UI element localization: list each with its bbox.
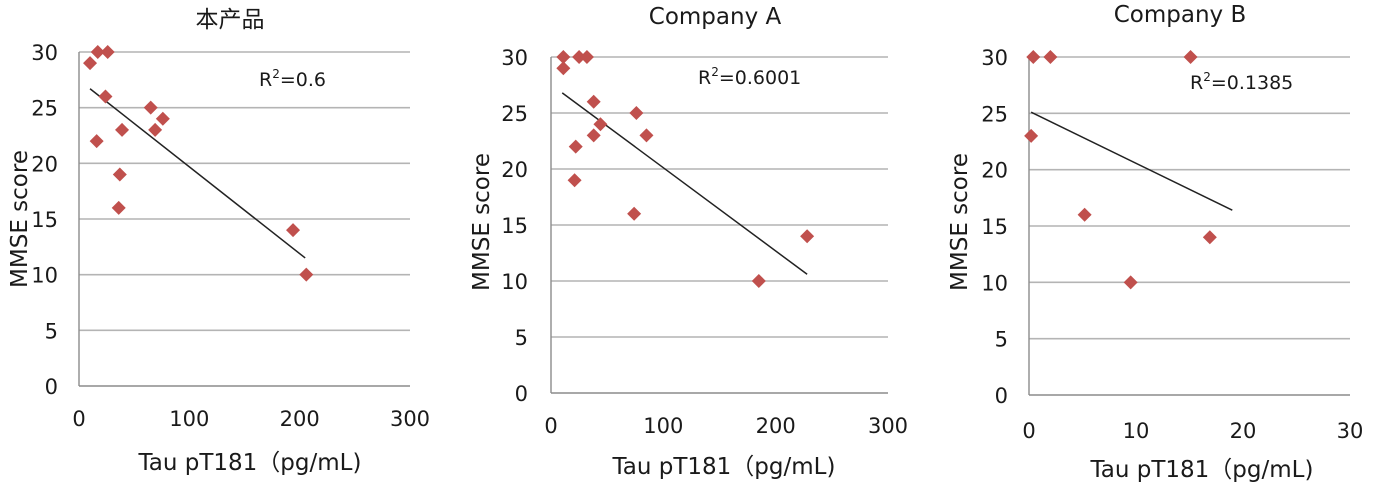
r-squared-label: R2=0.1385 (1190, 70, 1293, 94)
y-tick-label: 15 (31, 208, 58, 232)
x-axis-label: Tau pT181（pg/mL) (1090, 457, 1314, 483)
scatter-chart-company-b: 0 5 10 15 20 25 30 0 10 20 30 Company B R2=0.1385 Tau… (947, 2, 1364, 483)
x-tick-label: 100 (643, 414, 683, 438)
y-tick-label: 0 (515, 382, 528, 406)
data-point-marker (83, 56, 98, 71)
y-tick-label: 15 (501, 214, 528, 238)
data-point-marker (572, 50, 587, 64)
y-tick-label: 10 (31, 264, 58, 288)
data-point-marker (639, 128, 654, 143)
data-point-marker (115, 122, 130, 137)
x-tick-label: 200 (756, 414, 796, 438)
data-point-marker (556, 50, 571, 64)
x-axis-label: Tau pT181（pg/mL) (612, 454, 836, 480)
y-axis-label: MMSE score (7, 150, 33, 288)
data-point-marker (98, 89, 113, 104)
x-tick-label: 0 (1022, 419, 1035, 443)
r-squared-label: R2=0.6 (259, 67, 326, 91)
data-point-marker (567, 173, 582, 188)
r-squared-label: R2=0.6001 (698, 65, 801, 89)
data-point-marker (1026, 50, 1041, 64)
y-tick-label: 30 (981, 46, 1008, 70)
trend-line (1030, 111, 1233, 211)
data-point-marker (579, 50, 594, 64)
data-point-marker (143, 100, 158, 115)
data-point-marker (1123, 275, 1138, 290)
x-tick-label: 0 (72, 407, 85, 431)
chart-panel-company-a: 0 5 10 15 20 25 30 0 100 200 300 Company A R2=0.6001… (458, 0, 916, 492)
y-tick-label: 30 (501, 46, 528, 70)
data-point-marker (299, 267, 314, 282)
data-point-marker (751, 274, 766, 288)
y-tick-label: 30 (31, 41, 58, 65)
chart-title: Company A (649, 4, 782, 30)
data-point-marker (155, 111, 170, 126)
y-axis-label: MMSE score (469, 153, 495, 291)
y-tick-label: 10 (981, 271, 1008, 295)
data-point-marker (586, 128, 601, 143)
y-tick-label: 5 (995, 328, 1008, 352)
data-point-marker (100, 45, 115, 59)
data-point-marker (1043, 50, 1058, 64)
data-point-marker (593, 117, 608, 132)
data-point-marker (629, 106, 644, 120)
y-tick-label: 25 (31, 97, 58, 121)
data-point-marker (1077, 207, 1092, 222)
data-point-marker (89, 134, 104, 149)
y-tick-label: 25 (501, 102, 528, 126)
chart-panel-company-b: 0 5 10 15 20 25 30 0 10 20 30 Company B R2=0.1385 Tau… (916, 0, 1374, 492)
y-tick-label: 10 (501, 270, 528, 294)
data-point-marker (286, 223, 301, 238)
x-tick-label: 100 (169, 407, 209, 431)
trend-line (89, 88, 306, 259)
y-tick-label: 20 (31, 152, 58, 176)
x-tick-label: 0 (544, 414, 557, 438)
y-tick-label: 5 (45, 319, 58, 343)
chart-panel-product: 0 5 10 15 20 25 30 0 100 200 300 本产品 R2=0.6 Tau pT181… (0, 0, 458, 492)
y-tick-label: 0 (995, 384, 1008, 408)
y-tick-label: 15 (981, 215, 1008, 239)
x-tick-label: 200 (280, 407, 320, 431)
x-tick-label: 300 (868, 414, 908, 438)
data-point-marker (1202, 230, 1217, 245)
data-point-marker (111, 200, 126, 215)
data-point-marker (627, 206, 642, 221)
data-point-marker (112, 167, 127, 182)
chart-title: Company B (1114, 2, 1247, 28)
chart-title: 本产品 (196, 7, 265, 33)
x-tick-label: 300 (390, 407, 430, 431)
x-tick-label: 20 (1230, 419, 1257, 443)
data-point-marker (1024, 128, 1039, 143)
y-tick-label: 5 (515, 326, 528, 350)
y-tick-label: 25 (981, 102, 1008, 126)
y-axis-label: MMSE score (947, 153, 973, 291)
data-point-marker (148, 122, 163, 137)
y-tick-label: 20 (981, 159, 1008, 183)
y-tick-label: 20 (501, 158, 528, 182)
data-point-marker (90, 45, 105, 59)
data-point-marker (1183, 50, 1198, 64)
x-tick-label: 10 (1123, 419, 1150, 443)
data-point-marker (568, 139, 583, 154)
y-tick-label: 0 (45, 375, 58, 399)
data-point-marker (800, 229, 815, 244)
data-point-marker (586, 94, 601, 109)
x-axis-label: Tau pT181（pg/mL) (138, 450, 362, 476)
x-tick-label: 30 (1337, 419, 1364, 443)
data-point-marker (556, 61, 571, 76)
